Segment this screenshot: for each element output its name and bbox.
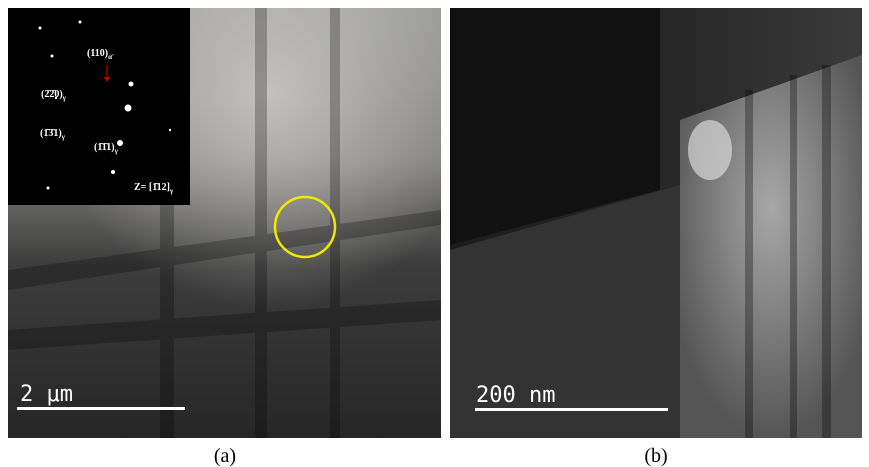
- caption: (a): [214, 445, 236, 467]
- scale-bar-label: 200 nm: [476, 383, 555, 408]
- figure: (110)α' (2̄2̄0)γ (1̄3̄1)γ (1̄1̄1)γ Z= [1…: [0, 0, 869, 467]
- scale-bar-label: 2 μm: [20, 382, 73, 407]
- caption: (b): [644, 445, 667, 467]
- panel-b: 200 nm: [450, 8, 862, 438]
- panel-a: (110)α' (2̄2̄0)γ (1̄3̄1)γ (1̄1̄1)γ Z= [1…: [8, 8, 441, 438]
- scale-bar: [475, 408, 668, 411]
- scale-bar: [17, 407, 185, 410]
